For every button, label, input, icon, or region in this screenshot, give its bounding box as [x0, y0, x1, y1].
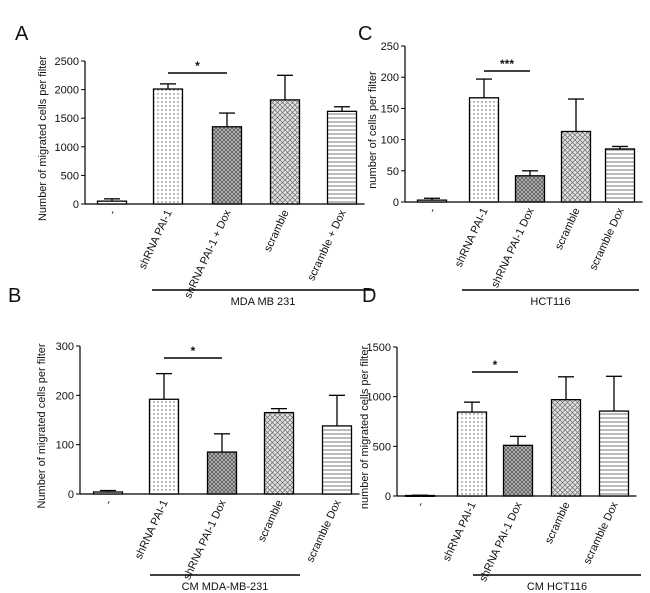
y-tick-label: 100: [381, 135, 399, 147]
bar: [148, 398, 180, 495]
y-tick-label: 250: [381, 41, 399, 53]
y-tick-label: 1500: [55, 113, 79, 125]
bar: [502, 444, 534, 497]
bar: [263, 411, 295, 495]
panel-b: B 0 100 200 300 Number of migrated cells per …: [8, 285, 360, 593]
significance-label: *: [195, 59, 200, 73]
panel-c: C 0 50 100 150 200 250 number of cells per filt…: [358, 23, 643, 308]
group-label: MDA MB 231: [231, 296, 296, 308]
y-tick-label: 100: [56, 440, 74, 452]
bar: [604, 148, 636, 203]
x-category-label: shRNA PAI-1 Dox: [477, 500, 525, 584]
bar: [598, 410, 630, 497]
y-tick-label: 1000: [55, 142, 79, 154]
bar: [152, 88, 184, 205]
y-axis-title: number of migrated cells per filter: [359, 346, 371, 510]
y-tick-label: 150: [381, 103, 399, 115]
group-label: CM HCT116: [527, 581, 587, 593]
y-tick-label: 300: [56, 341, 74, 353]
group-label: CM MDA-MB-231: [182, 581, 269, 593]
panel-letter: B: [8, 285, 21, 307]
x-category-label: shRNA PAI-1 Dox: [181, 498, 229, 582]
y-axis-title: Number of migrated cells per filter: [37, 56, 49, 221]
x-category-label: shRNA PAI-1 + Dox: [182, 208, 234, 301]
y-tick-label: 0: [73, 199, 79, 211]
bar: [416, 199, 448, 203]
y-axis-title: Number of migrated cells per filter: [36, 343, 48, 508]
bar: [468, 97, 500, 203]
bar: [514, 175, 546, 203]
bar: [456, 411, 488, 497]
x-category-label: -: [106, 208, 119, 217]
y-tick-label: 200: [381, 72, 399, 84]
bar: [560, 130, 592, 203]
y-tick-label: 0: [393, 197, 399, 209]
x-category-label: scramble Dox: [304, 498, 344, 564]
x-category-label: scramble Dox: [581, 500, 621, 566]
y-axis-title: number of cells per filter: [367, 71, 379, 189]
bar: [96, 200, 128, 205]
significance-label: *: [493, 358, 498, 372]
group-label: HCT116: [530, 296, 570, 308]
x-category-label: scramble: [553, 206, 583, 252]
bar: [550, 398, 582, 497]
x-category-label: shRNA PAI-1 Dox: [489, 206, 537, 290]
x-category-label: -: [414, 500, 427, 509]
bar: [92, 491, 124, 495]
bar: [321, 425, 353, 495]
bar: [326, 110, 358, 205]
panel-letter: C: [358, 23, 372, 45]
significance-label: *: [191, 344, 196, 358]
panel-letter: D: [362, 285, 376, 307]
y-tick-label: 0: [385, 491, 391, 503]
x-category-label: shRNA PAI-1: [137, 208, 175, 271]
y-tick-label: 2500: [55, 56, 79, 68]
x-category-label: scramble Dox: [587, 206, 627, 272]
y-tick-label: 2000: [55, 85, 79, 97]
significance-label: ***: [500, 57, 514, 71]
y-tick-label: 200: [56, 390, 74, 402]
x-category-label: shRNA PAI-1: [453, 206, 491, 269]
x-category-label: -: [426, 206, 439, 215]
x-category-label: scramble: [543, 500, 573, 546]
bar: [211, 126, 243, 205]
x-category-label: -: [102, 498, 115, 507]
panel-a: A 0 500 1000 1500 2000 2500 Number of migrated …: [15, 23, 374, 308]
y-tick-label: 0: [68, 489, 74, 501]
y-tick-label: 1000: [367, 392, 391, 404]
y-tick-label: 500: [61, 170, 79, 182]
x-category-label: scramble: [262, 208, 292, 254]
x-category-label: scramble: [256, 498, 286, 544]
x-category-label: shRNA PAI-1: [133, 498, 171, 561]
x-category-label: scramble + Dox: [305, 208, 349, 283]
x-category-label: shRNA PAI-1: [441, 500, 479, 563]
bar: [206, 451, 238, 495]
bar: [269, 99, 301, 205]
panel-letter: A: [15, 23, 29, 45]
y-tick-label: 1500: [367, 342, 391, 354]
bar: [404, 494, 436, 497]
y-tick-label: 50: [387, 166, 399, 178]
y-tick-label: 500: [373, 441, 391, 453]
